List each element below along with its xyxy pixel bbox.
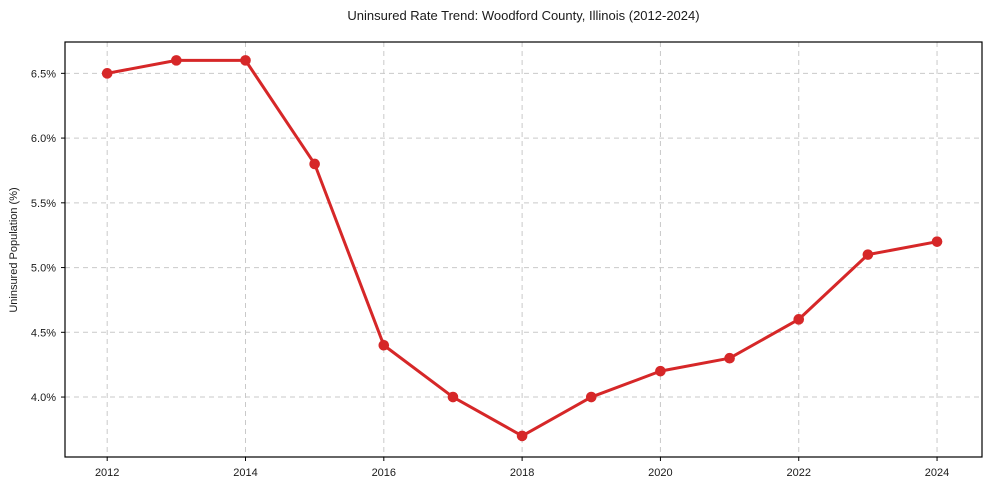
y-tick-label: 6.0% [31, 133, 56, 145]
data-point-2012 [101, 68, 113, 79]
x-tick-label: 2012 [95, 467, 119, 479]
x-tick-label: 2022 [786, 467, 810, 479]
y-tick-label: 5.5% [31, 198, 56, 210]
data-point-2013 [171, 55, 182, 66]
data-point-2018 [516, 430, 528, 442]
x-tick-label: 2016 [372, 467, 396, 479]
data-point-2015 [309, 158, 320, 170]
data-point-2020 [655, 365, 666, 377]
data-point-2022 [793, 314, 805, 325]
data-point-2016 [378, 339, 390, 351]
data-point-2017 [447, 391, 459, 403]
chart-title: Uninsured Rate Trend: Woodford County, I… [347, 8, 700, 23]
data-point-2021 [724, 352, 735, 364]
data-point-2014 [240, 55, 251, 66]
y-tick-label: 4.5% [31, 327, 56, 339]
x-tick-label: 2014 [233, 467, 257, 479]
y-tick-label: 5.0% [31, 263, 56, 275]
x-tick-label: 2024 [925, 467, 949, 479]
data-point-2024 [931, 236, 943, 247]
x-tick-label: 2018 [510, 467, 534, 479]
data-point-2019 [585, 391, 597, 403]
y-tick-label: 6.5% [31, 68, 56, 80]
data-point-2023 [862, 249, 874, 260]
x-tick-label: 2020 [648, 467, 672, 479]
axes-spines [64, 41, 983, 458]
y-tick-label: 4.0% [31, 392, 56, 404]
